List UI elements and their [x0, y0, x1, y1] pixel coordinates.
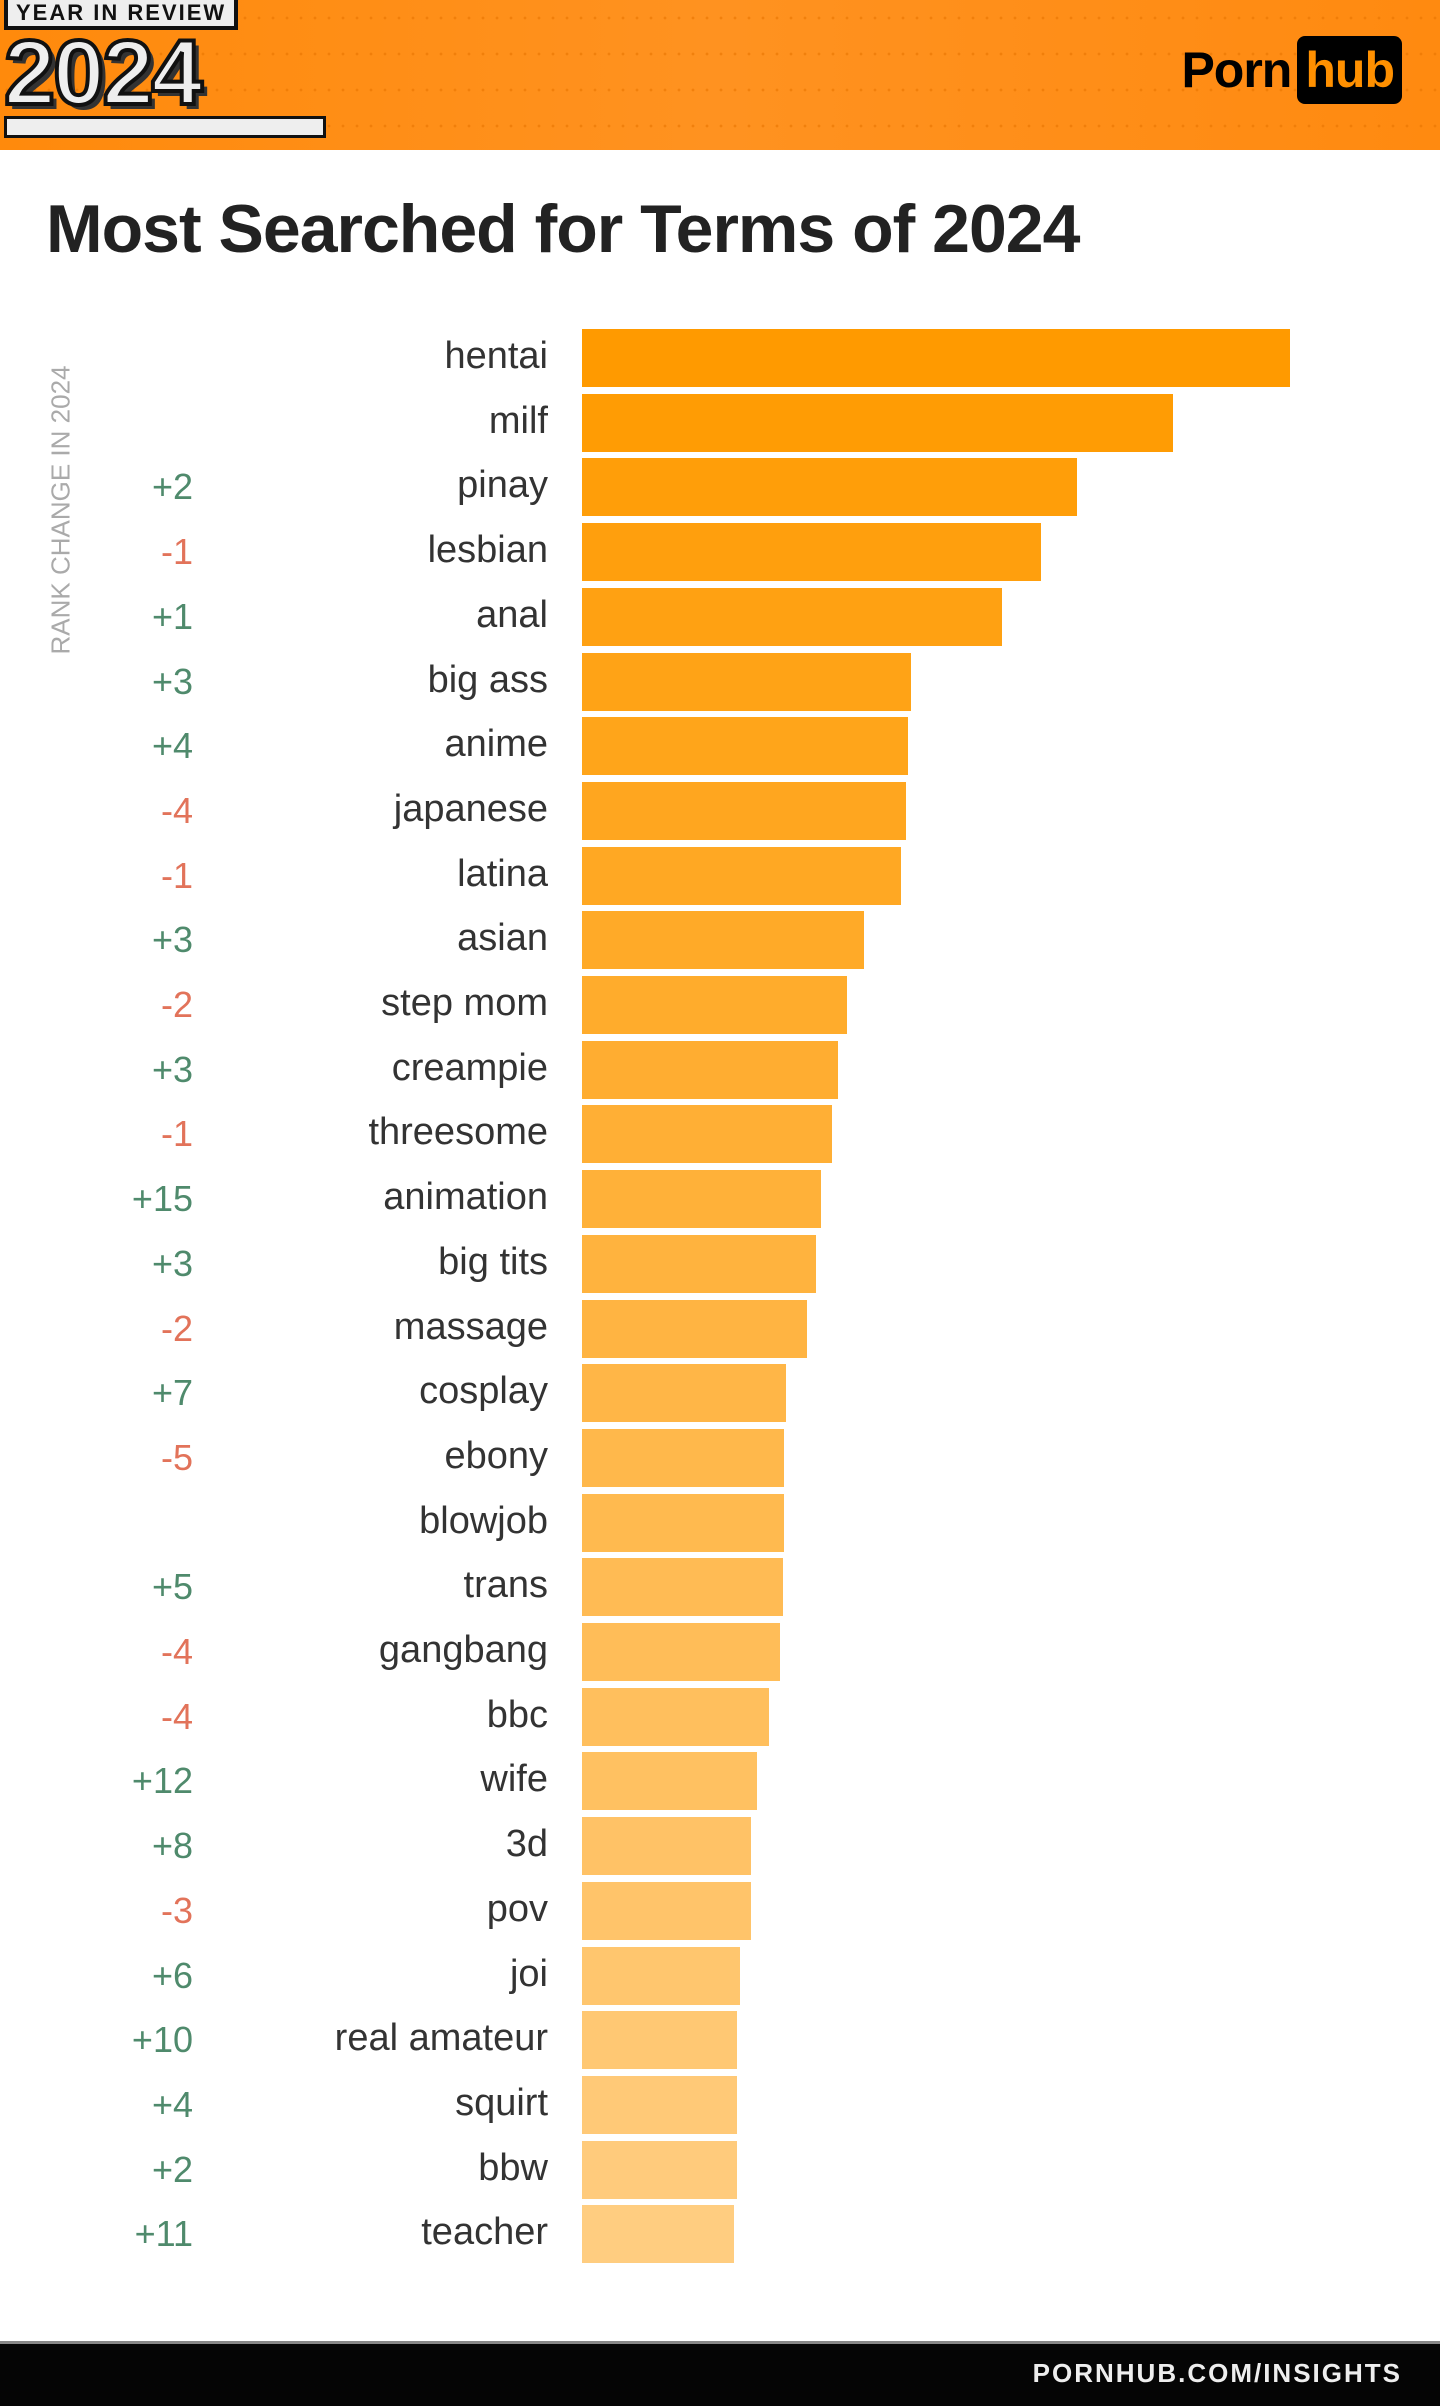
term-label: bbc [486, 1693, 548, 1736]
bar-hentai [582, 329, 1290, 387]
rank-change: +3 [151, 1048, 193, 1090]
rank-change: -2 [160, 984, 193, 1025]
rank-change: +15 [131, 1178, 193, 1220]
rank-change: +5 [151, 1566, 193, 1608]
term-label: real amateur [334, 2017, 548, 2060]
rank-change: -1 [160, 1113, 193, 1155]
bar-japanese [582, 781, 906, 840]
term-label: wife [480, 1758, 548, 1801]
term-label: step mom [381, 982, 548, 1024]
logo-right: hub [1297, 36, 1402, 104]
rank-change: +4 [151, 725, 193, 767]
rank-change: +7 [151, 1372, 193, 1414]
term-label: creampie [391, 1046, 548, 1089]
rank-change: +2 [151, 2148, 193, 2190]
bar-anime [582, 717, 909, 776]
term-label: big tits [438, 1240, 548, 1283]
term-label: pinay [457, 464, 548, 507]
footer: PORNHUB.COM/INSIGHTS [0, 2341, 1440, 2406]
bar-trans [582, 1558, 784, 1617]
bar-cosplay [582, 1364, 786, 1423]
bar-lesbian [582, 523, 1042, 582]
bar-creampie [582, 1040, 838, 1099]
bar-milf [582, 393, 1174, 452]
bar-step-mom [582, 976, 847, 1034]
bar-pov [582, 1881, 751, 1940]
rank-change: +10 [131, 2019, 193, 2061]
bar-wife [582, 1752, 757, 1811]
term-label: big ass [427, 658, 548, 701]
term-label: 3d [505, 1823, 548, 1866]
term-label: hentai [444, 335, 548, 377]
pornhub-logo: Porn hub [1181, 36, 1402, 104]
rank-change: +4 [151, 2083, 193, 2125]
bar-asian [582, 911, 864, 970]
bar-bbc [582, 1687, 769, 1746]
bar-real-amateur [582, 2011, 738, 2070]
term-label: pov [486, 1887, 548, 1930]
term-label: lesbian [427, 529, 548, 572]
rank-change-label: RANK CHANGE IN 2024 [45, 365, 76, 655]
rank-change: +1 [151, 595, 193, 637]
term-label: joi [509, 1952, 548, 1995]
bar-blowjob [582, 1493, 785, 1552]
bar-pinay [582, 458, 1077, 517]
bar-bbw [582, 2140, 738, 2199]
bar-massage [582, 1299, 808, 1358]
term-label: anime [444, 723, 549, 766]
logo-left: Porn [1181, 42, 1292, 98]
bar-squirt [582, 2075, 738, 2134]
term-label: cosplay [419, 1370, 548, 1413]
rank-change: -4 [160, 789, 193, 831]
rank-change: +6 [151, 1954, 193, 1996]
rank-change: -2 [160, 1307, 193, 1349]
term-label: japanese [393, 787, 548, 830]
bar-anal [582, 587, 1002, 646]
badge-year: 2024 [2, 22, 205, 124]
bar-big-ass [582, 652, 912, 711]
chart-title: Most Searched for Terms of 2024 [46, 191, 1080, 267]
term-label: anal [476, 593, 548, 636]
term-label: trans [463, 1564, 548, 1607]
term-label: ebony [444, 1434, 548, 1477]
bar-threesome [582, 1105, 832, 1164]
rank-change: -1 [160, 854, 193, 896]
rank-change: +8 [151, 1825, 193, 1867]
term-label: teacher [421, 2211, 548, 2254]
rank-change: +3 [151, 919, 193, 961]
bar-latina [582, 846, 901, 905]
rank-change: +3 [151, 1242, 193, 1284]
term-label: animation [383, 1176, 548, 1219]
bar-big-tits [582, 1234, 817, 1293]
bar-animation [582, 1170, 822, 1229]
bar-ebony [582, 1428, 785, 1487]
term-label: blowjob [419, 1499, 548, 1542]
rank-change: +12 [131, 1760, 193, 1802]
bar-gangbang [582, 1623, 780, 1681]
rank-change: -3 [160, 1889, 193, 1931]
term-label: gangbang [378, 1629, 548, 1671]
rank-change: -4 [160, 1631, 193, 1672]
bar-teacher [582, 2205, 734, 2264]
rank-change: +11 [134, 2213, 193, 2255]
footer-url: PORNHUB.COM/INSIGHTS [1032, 2358, 1402, 2388]
term-label: latina [457, 852, 548, 895]
rank-change: +3 [151, 660, 193, 702]
term-label: squirt [455, 2081, 548, 2124]
rank-change: -5 [160, 1436, 193, 1478]
bar-3d [582, 1817, 751, 1876]
term-label: asian [457, 917, 548, 960]
rank-change: +2 [151, 466, 193, 508]
badge-underline [4, 116, 326, 138]
term-label: massage [393, 1305, 548, 1348]
term-label: threesome [368, 1111, 548, 1154]
badge-top-text: YEAR IN REVIEW [4, 0, 239, 30]
bar-joi [582, 1946, 740, 2005]
rank-change: -4 [160, 1695, 193, 1737]
year-in-review-badge: YEAR IN REVIEW 2024 [2, 0, 326, 138]
header-banner: YEAR IN REVIEW 2024 Porn hub [0, 0, 1440, 150]
term-label: milf [488, 399, 548, 442]
rank-change: -1 [160, 531, 193, 573]
term-label: bbw [478, 2146, 548, 2189]
